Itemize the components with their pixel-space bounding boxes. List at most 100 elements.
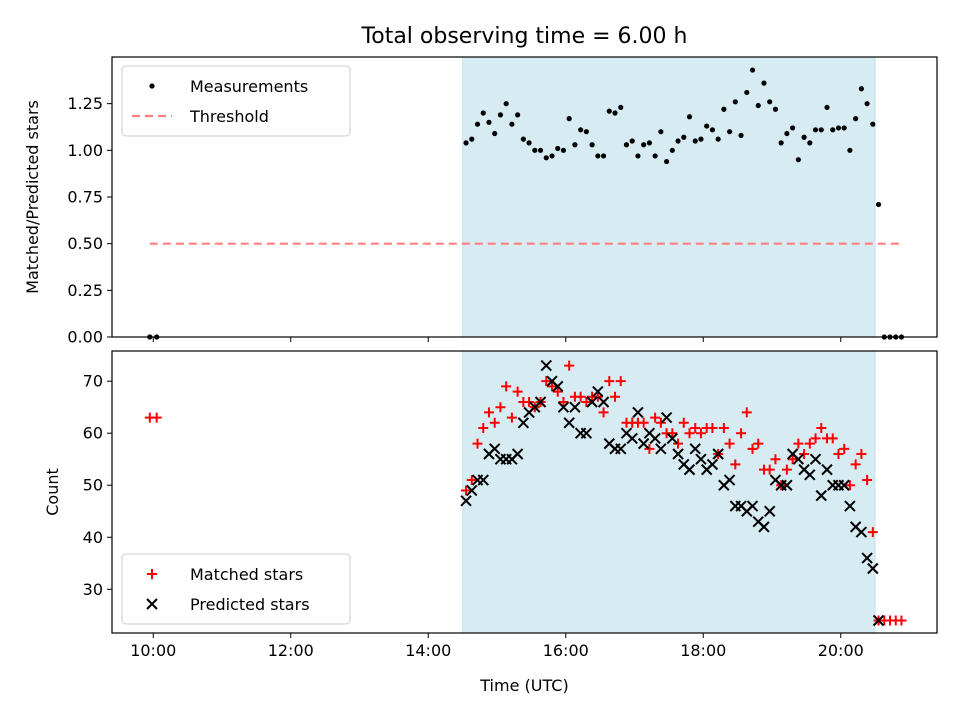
measurement-point	[589, 142, 595, 148]
x-tick-label: 10:00	[130, 641, 176, 660]
legend-label: Measurements	[190, 77, 308, 96]
matched-star-point	[850, 459, 861, 470]
matched-star-point	[489, 417, 500, 428]
predicted-star-point	[460, 495, 472, 507]
measurement-point	[663, 158, 670, 165]
predicted-star-point	[626, 432, 638, 445]
measurement-point	[469, 136, 475, 142]
measurement-point	[749, 67, 756, 73]
predicted-star-point	[689, 443, 701, 455]
measurement-point	[520, 136, 526, 142]
bottom-panel: 30 40 50 60 70 10:00 12:00 14:00 16:00 18:00 20:0…	[43, 350, 938, 695]
predicted-star-point	[466, 484, 478, 497]
predicted-star-point	[867, 562, 879, 575]
predicted-star-point	[746, 500, 759, 512]
matched-star-point	[524, 396, 535, 407]
legend-marker-dot	[149, 83, 155, 89]
predicted-star-point	[557, 401, 570, 413]
top-y-axis-label: Matched/Predicted stars	[23, 100, 42, 294]
x-axis-label: Time (UTC)	[479, 676, 568, 695]
measurement-point	[532, 147, 538, 153]
matched-star-point	[483, 407, 494, 418]
bottom-x-ticks: 10:00 12:00 14:00 16:00 18:00 20:00	[130, 633, 864, 660]
matched-star-point	[506, 412, 517, 423]
matched-star-point	[833, 449, 844, 460]
predicted-star-point	[517, 417, 530, 429]
matched-star-point	[151, 412, 162, 423]
matched-star-point	[827, 433, 838, 444]
predicted-star-point	[632, 406, 644, 419]
measurement-point	[515, 112, 521, 118]
predicted-star-point	[844, 500, 856, 512]
predicted-star-point	[815, 489, 827, 502]
measurement-point	[795, 157, 801, 163]
measurement-point	[623, 142, 630, 148]
y-tick-label: 30	[83, 580, 103, 599]
matched-star-point	[844, 480, 855, 491]
measurement-point	[463, 140, 469, 146]
measurements-series	[147, 67, 905, 340]
matched-star-point	[472, 438, 483, 449]
matched-star-point	[678, 417, 689, 428]
matched-star-point	[724, 438, 735, 449]
measurement-point	[549, 153, 555, 159]
predicted-star-point	[489, 443, 501, 455]
predicted-star-point	[672, 448, 684, 460]
matched-star-point	[466, 475, 477, 486]
top-y-ticks: 0.00 0.25 0.50 0.75 1.00 1.25	[67, 94, 112, 347]
predicted-star-point	[821, 463, 833, 476]
measurement-point	[853, 116, 859, 122]
x-tick-label: 20:00	[818, 641, 864, 660]
matched-star-point	[644, 443, 655, 454]
bottom-y-ticks: 30 40 50 60 70	[83, 372, 112, 599]
legend-marker-plus	[147, 569, 157, 579]
predicted-star-point	[569, 401, 581, 413]
measurement-point	[492, 130, 498, 137]
chart-title: Total observing time = 6.00 h	[361, 24, 688, 49]
measurement-point	[572, 142, 578, 148]
bottom-axes-frame	[111, 350, 938, 634]
matched-star-point	[810, 433, 821, 444]
matched-star-point	[684, 428, 695, 439]
measurement-point	[801, 134, 807, 140]
measurement-point	[629, 138, 635, 144]
measurement-point	[870, 121, 876, 127]
matched-star-point	[552, 386, 563, 397]
y-tick-label: 40	[83, 528, 103, 547]
matched-star-point	[541, 376, 552, 387]
predicted-star-point	[781, 479, 793, 491]
predicted-star-point	[586, 396, 598, 408]
matched-star-point	[718, 423, 729, 434]
matched-star-point	[856, 449, 867, 460]
legend-label: Threshold	[189, 107, 269, 126]
observing-window-shade-bottom	[462, 350, 876, 634]
measurement-point	[835, 125, 842, 131]
matched-star-point	[781, 464, 792, 475]
predicted-star-point	[655, 443, 667, 455]
predicted-star-point	[758, 521, 770, 533]
bottom-y-axis-label: Count	[43, 468, 62, 516]
measurement-point	[686, 114, 693, 120]
matched-star-point	[512, 386, 523, 397]
y-tick-label: 0.00	[67, 328, 103, 347]
predicted-star-point	[666, 432, 679, 445]
measurement-point	[772, 106, 779, 112]
measurement-point	[675, 138, 681, 144]
measurement-point	[812, 127, 819, 133]
measurement-point	[658, 129, 664, 135]
measurement-point	[652, 153, 658, 159]
matched-star-point	[673, 438, 684, 449]
measurement-point	[555, 145, 561, 152]
matched-star-point	[495, 402, 506, 413]
matched-star-point	[547, 381, 557, 392]
measurement-point	[807, 140, 813, 146]
measurement-point	[715, 136, 721, 142]
predicted-star-point	[861, 552, 873, 564]
predicted-star-point	[792, 453, 805, 465]
measurement-point	[641, 142, 647, 148]
measurement-point	[841, 125, 847, 131]
top-legend: Measurements Threshold	[121, 65, 351, 137]
matched-star-point	[501, 381, 512, 392]
measurement-point	[480, 110, 486, 116]
